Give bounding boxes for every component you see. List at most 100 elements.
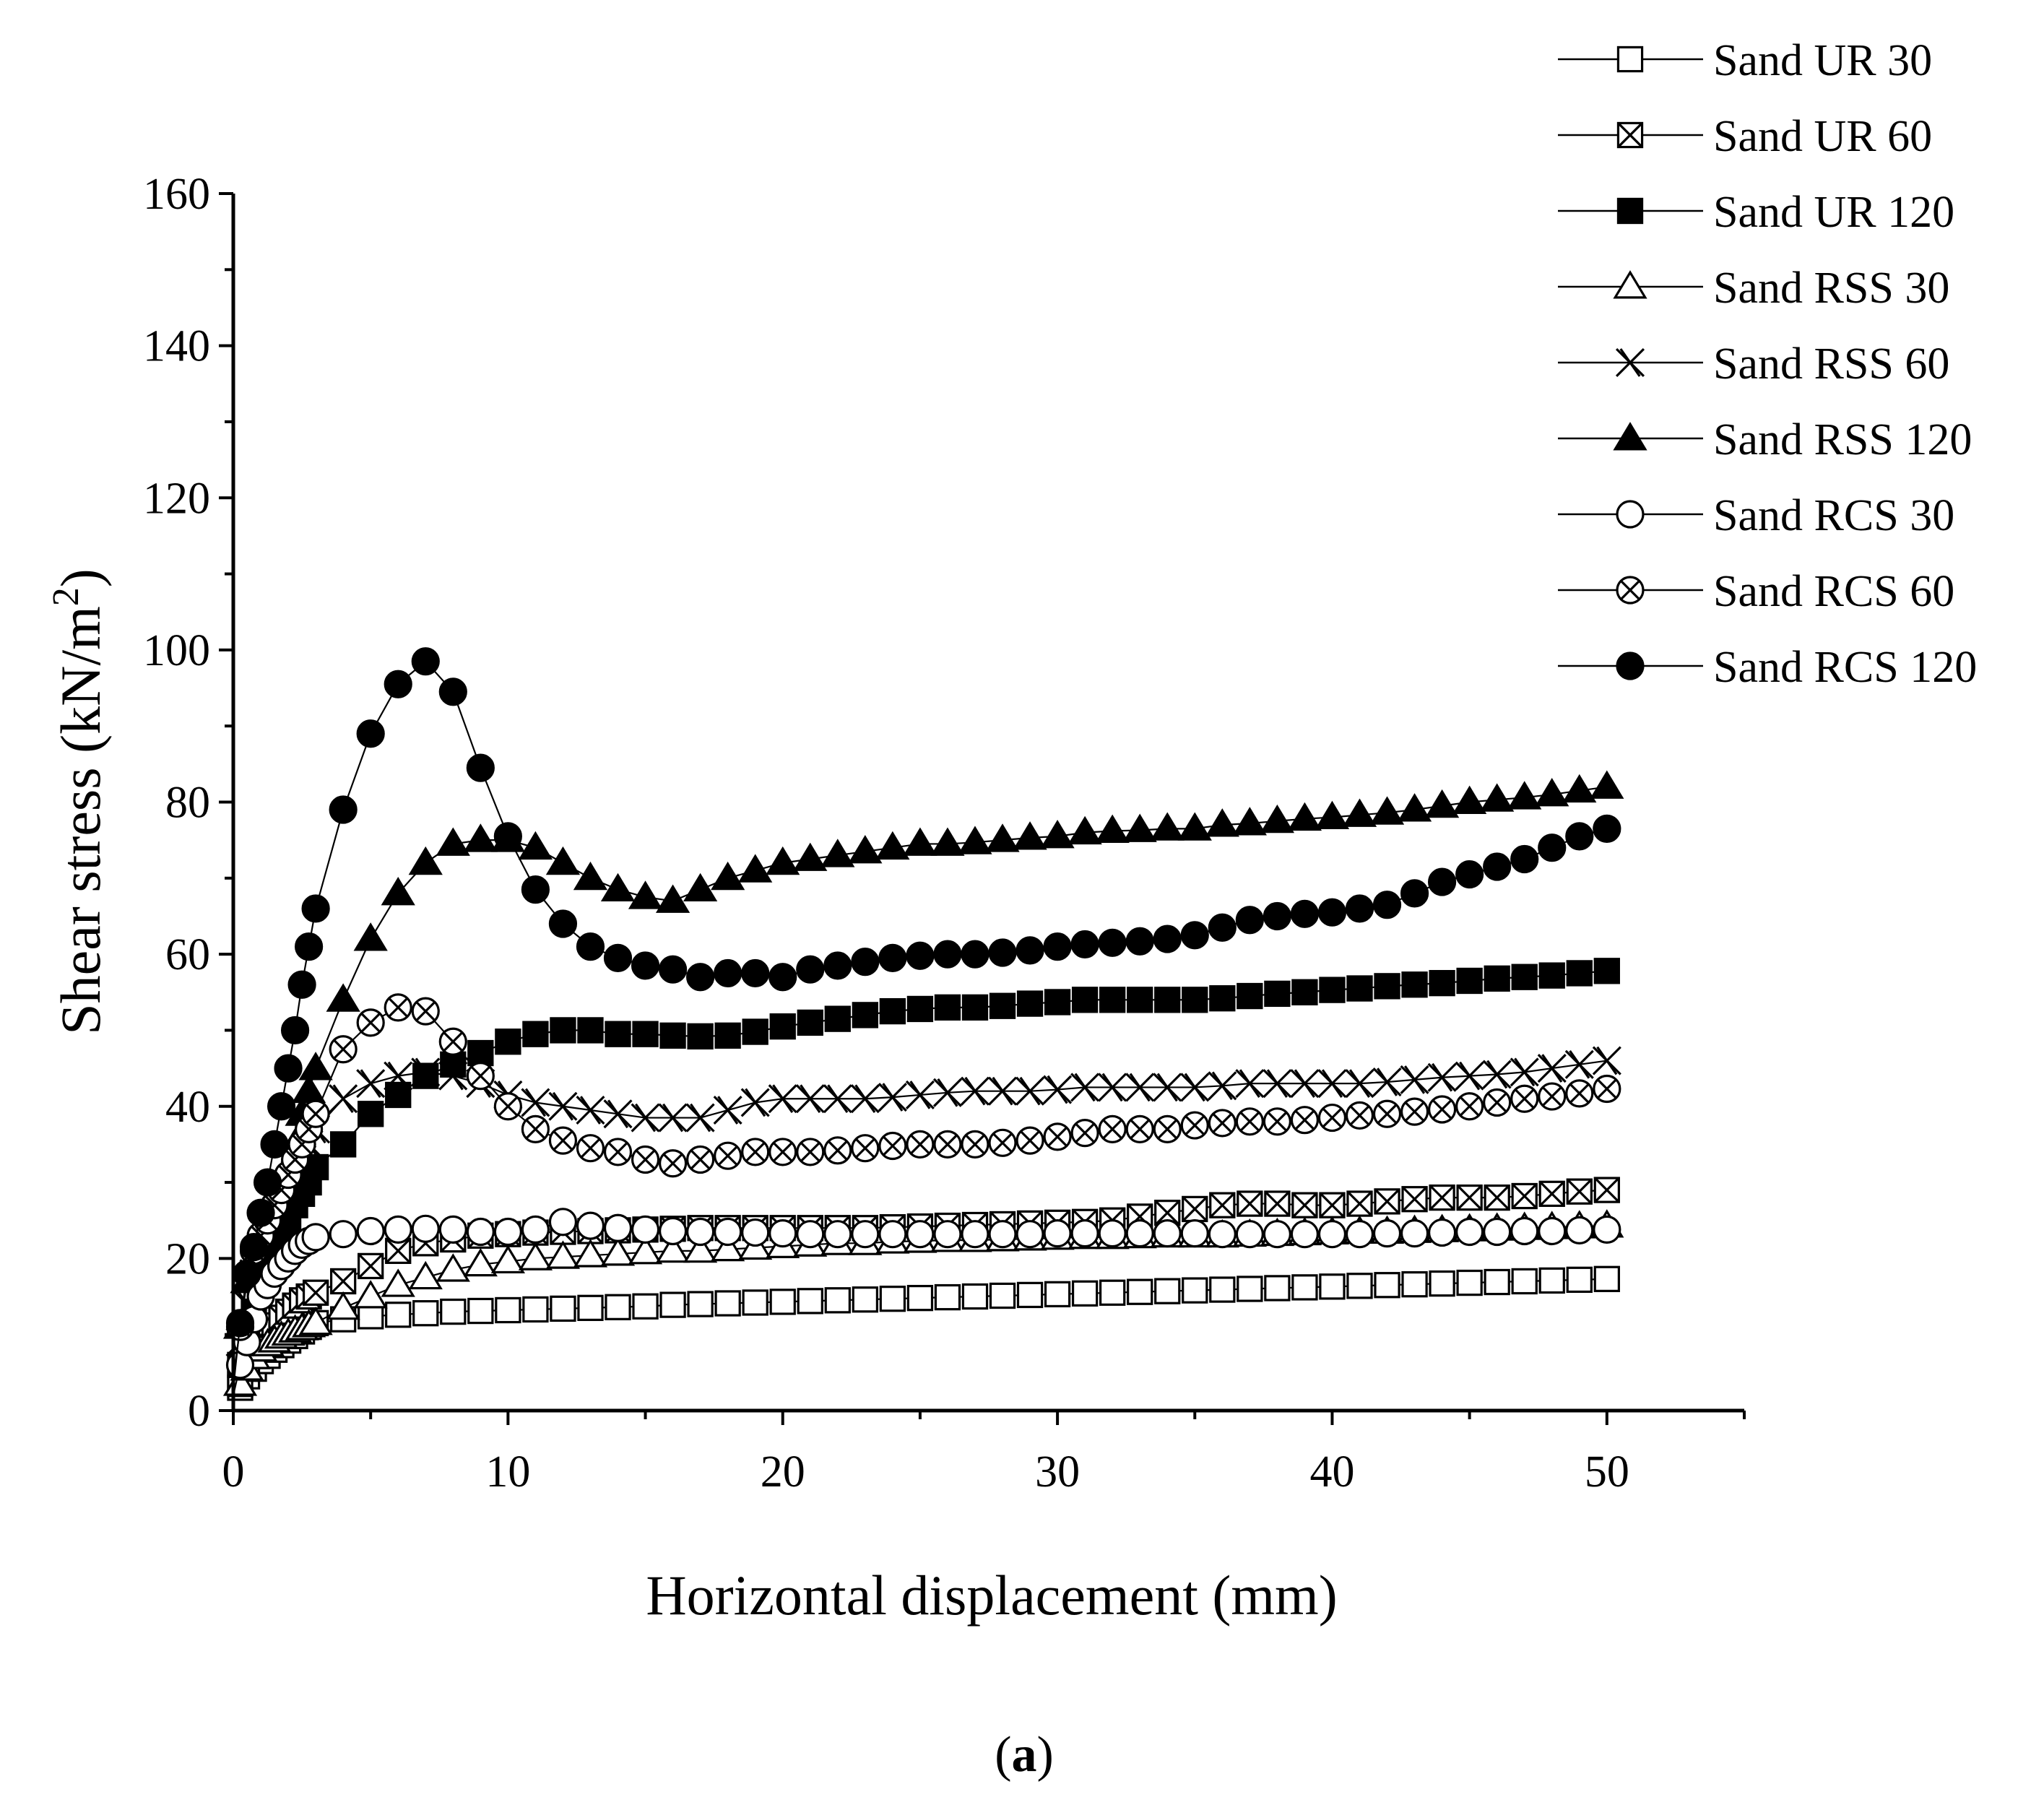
x-tick-label: 10: [485, 1447, 530, 1497]
data-point-sand-ur-60: [329, 1268, 357, 1295]
data-point-sand-ur-120: [1127, 987, 1153, 1013]
data-point-sand-rss-120: [545, 846, 581, 875]
data-point-sand-rcs-120: [246, 1198, 275, 1227]
data-point-sand-ur-60: [1456, 1184, 1483, 1211]
data-point-sand-rcs-60: [1538, 1082, 1567, 1111]
legend-label: Sand RSS 30: [1713, 264, 1949, 313]
data-point-sand-rss-60: [1400, 1065, 1429, 1094]
data-point-sand-ur-30: [1429, 1270, 1455, 1297]
data-point-sand-rcs-30: [1208, 1220, 1237, 1249]
data-point-sand-rss-60: [1043, 1075, 1073, 1104]
data-point-sand-rss-60: [438, 1061, 468, 1091]
data-point-sand-rcs-60: [438, 1027, 467, 1056]
data-point-sand-ur-60: [1319, 1192, 1346, 1218]
data-point-sand-rcs-120: [1372, 891, 1402, 919]
data-point-sand-rcs-30: [796, 1220, 825, 1249]
data-point-sand-rss-60: [1427, 1062, 1457, 1092]
data-point-sand-rcs-120: [1015, 936, 1044, 965]
legend-marker-sand-rcs-30: [1616, 500, 1645, 529]
data-point-sand-rss-60: [1345, 1069, 1374, 1099]
data-point-sand-rcs-30: [384, 1215, 412, 1244]
data-point-sand-rcs-60: [1098, 1114, 1127, 1143]
data-point-sand-rcs-30: [1427, 1218, 1457, 1247]
data-point-sand-ur-30: [714, 1290, 741, 1317]
data-point-sand-rss-60: [1015, 1076, 1045, 1106]
data-point-sand-rcs-30: [933, 1220, 962, 1249]
data-point-sand-rcs-30: [851, 1220, 880, 1249]
legend-label: Sand RSS 60: [1713, 339, 1949, 389]
data-point-sand-rcs-120: [295, 932, 324, 961]
ticks-layer: 0 10 20 30 40 50 0 20 40 60 80 100 120 140 160: [143, 170, 1746, 1497]
data-point-sand-ur-30: [605, 1294, 631, 1320]
x-tick-label: 0: [222, 1447, 245, 1497]
data-point-sand-rcs-30: [686, 1217, 715, 1247]
data-point-sand-rcs-120: [1290, 899, 1320, 928]
data-point-sand-ur-60: [1538, 1180, 1565, 1208]
data-point-sand-ur-60: [1593, 1177, 1620, 1203]
legend-label: Sand UR 120: [1713, 188, 1954, 237]
x-tick-label: 20: [761, 1447, 805, 1497]
data-point-sand-rcs-120: [260, 1130, 289, 1159]
x-tick-label: 40: [1309, 1447, 1354, 1497]
data-point-sand-rcs-120: [466, 753, 495, 782]
data-point-sand-ur-120: [687, 1023, 714, 1050]
data-point-sand-rss-120: [1122, 813, 1157, 842]
data-point-sand-ur-30: [1401, 1271, 1428, 1298]
data-point-sand-ur-30: [550, 1295, 576, 1322]
data-point-sand-rss-120: [381, 876, 415, 906]
data-point-sand-rcs-120: [253, 1168, 282, 1197]
y-tick-label: 60: [165, 930, 210, 979]
data-point-sand-rss-120: [985, 823, 1020, 852]
panel-label: (a): [995, 1727, 1054, 1783]
data-point-sand-rss-60: [713, 1095, 742, 1125]
data-point-sand-ur-30: [1319, 1273, 1346, 1300]
data-point-sand-rcs-120: [1125, 927, 1154, 956]
data-point-sand-rcs-60: [686, 1145, 715, 1174]
data-point-sand-rcs-120: [384, 670, 412, 698]
data-point-sand-rcs-60: [1125, 1114, 1154, 1143]
data-point-sand-rss-30: [326, 1291, 360, 1320]
data-point-sand-rcs-60: [1427, 1095, 1457, 1124]
data-point-sand-rcs-60: [1015, 1126, 1044, 1155]
data-point-sand-rss-60: [631, 1103, 660, 1133]
data-point-sand-rss-30: [628, 1236, 663, 1265]
y-axis-title-close: ): [49, 568, 112, 587]
data-point-sand-ur-120: [632, 1021, 659, 1047]
legend-marker-sand-rss-120: [1613, 422, 1647, 451]
data-point-sand-rcs-120: [658, 955, 688, 984]
data-point-sand-rss-120: [353, 922, 388, 951]
data-point-sand-ur-30: [1566, 1266, 1593, 1294]
data-point-sand-rcs-30: [301, 1223, 330, 1252]
data-point-sand-rss-120: [436, 827, 470, 856]
data-point-sand-ur-120: [1429, 969, 1455, 997]
legend-marker-sand-rcs-120: [1616, 651, 1645, 680]
data-point-sand-ur-30: [961, 1283, 989, 1310]
data-point-sand-rcs-30: [1483, 1217, 1512, 1247]
data-point-sand-rcs-60: [1510, 1084, 1539, 1113]
data-point-sand-rcs-120: [267, 1092, 296, 1121]
data-point-sand-rss-60: [1125, 1073, 1155, 1102]
data-point-sand-ur-120: [1071, 987, 1099, 1013]
data-point-sand-rss-120: [1068, 815, 1102, 845]
data-point-sand-ur-30: [440, 1298, 467, 1325]
data-point-sand-rss-120: [875, 831, 910, 860]
data-point-sand-rss-60: [1208, 1071, 1237, 1101]
data-point-sand-rcs-30: [1565, 1216, 1594, 1245]
data-point-sand-rcs-30: [988, 1220, 1017, 1249]
data-point-sand-ur-30: [659, 1291, 686, 1318]
data-point-sand-rcs-120: [280, 1016, 310, 1045]
data-point-sand-rss-120: [1232, 807, 1267, 836]
data-point-sand-ur-120: [1484, 965, 1510, 992]
data-point-sand-rss-120: [291, 1074, 326, 1104]
data-point-sand-rss-60: [384, 1061, 413, 1091]
data-point-sand-rcs-30: [878, 1220, 907, 1249]
data-point-sand-rcs-30: [356, 1216, 385, 1246]
data-point-sand-rcs-60: [1400, 1097, 1429, 1126]
data-point-sand-rcs-120: [796, 955, 825, 984]
data-point-sand-ur-30: [412, 1300, 439, 1327]
data-point-sand-rcs-30: [1235, 1220, 1264, 1249]
data-point-sand-rss-30: [436, 1253, 470, 1282]
data-point-sand-rss-120: [820, 839, 855, 867]
data-point-sand-ur-30: [906, 1284, 934, 1312]
data-point-sand-rcs-60: [603, 1138, 633, 1166]
